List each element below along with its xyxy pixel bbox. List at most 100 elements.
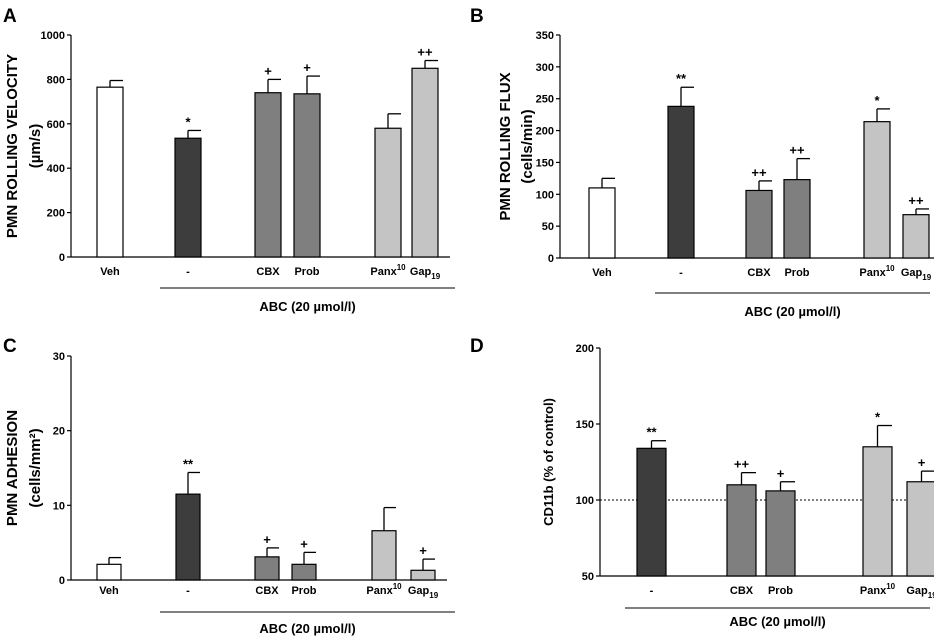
y-tick-label: 0	[59, 252, 65, 264]
group-label: ABC (20 µmol/l)	[259, 299, 355, 314]
significance-marker: ++	[751, 165, 767, 180]
bar-panx10	[863, 121, 891, 259]
y-tick-label: 150	[576, 419, 594, 431]
category-label: Prob	[768, 585, 793, 597]
category-label: -	[186, 585, 190, 597]
category-label: Panx10	[366, 582, 402, 597]
y-axis-label: PMN ROLLING FLUX	[497, 72, 514, 220]
significance-marker: +	[303, 60, 311, 75]
bar-panx10	[371, 530, 397, 581]
bar-prob	[293, 93, 321, 258]
significance-marker: +	[264, 63, 272, 78]
category-label: CBX	[255, 585, 279, 597]
y-tick-label: 10	[53, 500, 65, 512]
category-label: Gap19	[906, 585, 934, 600]
significance-marker: +	[419, 543, 427, 558]
significance-marker: **	[183, 456, 194, 471]
y-axis-label: CD11b (% of control)	[541, 398, 556, 526]
y-tick-label: 200	[47, 208, 65, 220]
category-label: Prob	[784, 267, 809, 279]
y-axis-label: PMN ADHESION	[4, 410, 21, 526]
panel-b: B PMN ROLLING FLUX (cells/min) 0 50 100 150 200…	[470, 6, 934, 319]
category-label: Panx10	[859, 264, 895, 279]
bar-cbx	[254, 556, 280, 581]
significance-marker: +	[777, 466, 785, 481]
category-label: Veh	[592, 267, 612, 279]
significance-marker: +	[300, 536, 308, 551]
panel-letter: C	[3, 336, 17, 357]
category-label: -	[679, 267, 683, 279]
y-tick-label: 30	[53, 351, 65, 363]
category-label: Gap19	[410, 266, 441, 281]
y-axis-unit: (cells/min)	[519, 109, 536, 183]
group-label: ABC (20 µmol/l)	[744, 304, 840, 319]
y-tick-label: 200	[576, 343, 594, 355]
y-tick-label: 400	[47, 163, 65, 175]
significance-marker: *	[875, 410, 881, 425]
bar-gap19	[906, 481, 934, 577]
bar-cbx	[726, 484, 757, 577]
bar-panx10	[374, 127, 402, 258]
panel-a: A PMN ROLLING VELOCITY (µm/s) 0 200 400 600 800…	[3, 6, 455, 314]
y-tick-label: 0	[548, 253, 554, 265]
significance-marker: *	[185, 114, 191, 129]
y-tick-label: 20	[53, 426, 65, 438]
significance-marker: ++	[908, 193, 924, 208]
panel-letter: D	[470, 336, 484, 357]
y-axis-label: PMN ROLLING VELOCITY	[4, 54, 21, 238]
category-label: CBX	[747, 267, 771, 279]
category-label: CBX	[730, 585, 754, 597]
y-tick-label: 50	[582, 571, 594, 583]
significance-marker: ++	[789, 143, 805, 158]
significance-marker: *	[874, 93, 880, 108]
y-tick-label: 350	[536, 30, 554, 42]
significance-marker: **	[646, 425, 657, 440]
y-tick-label: 50	[542, 221, 554, 233]
panel-c: C PMN ADHESION (cells/mm²) 0 10 20 30 Veh ** - + CB…	[3, 336, 455, 636]
bar-prob	[291, 563, 317, 581]
category-label: Veh	[100, 266, 120, 278]
bar-prob	[765, 490, 796, 577]
y-tick-label: 100	[576, 495, 594, 507]
category-label: Panx10	[370, 263, 406, 278]
group-label: ABC (20 µmol/l)	[259, 621, 355, 636]
bar-veh	[96, 86, 124, 258]
category-label: Prob	[294, 266, 319, 278]
category-label: CBX	[256, 266, 280, 278]
bar-abc	[636, 447, 667, 577]
category-label: Gap19	[901, 267, 932, 282]
y-axis-unit: (µm/s)	[27, 124, 44, 168]
significance-marker: ++	[417, 45, 433, 60]
significance-marker: +	[918, 455, 926, 470]
group-label: ABC (20 µmol/l)	[729, 614, 825, 629]
y-tick-label: 300	[536, 62, 554, 74]
y-tick-label: 1000	[41, 30, 65, 42]
category-label: Gap19	[408, 585, 439, 600]
y-tick-label: 150	[536, 157, 554, 169]
bar-cbx	[745, 189, 773, 259]
bar-panx10	[862, 446, 893, 577]
y-tick-label: 200	[536, 126, 554, 138]
y-tick-label: 600	[47, 119, 65, 131]
category-label: Prob	[291, 585, 316, 597]
bar-abc	[174, 137, 202, 258]
significance-marker: ++	[734, 457, 750, 472]
bar-abc	[667, 105, 695, 259]
bar-cbx	[254, 92, 282, 258]
bar-gap19	[902, 214, 930, 259]
y-tick-label: 800	[47, 74, 65, 86]
significance-marker: **	[676, 71, 687, 86]
panel-letter: A	[3, 6, 17, 27]
category-label: -	[650, 585, 654, 597]
y-tick-label: 250	[536, 94, 554, 106]
category-label: Panx10	[860, 582, 896, 597]
category-label: Veh	[99, 585, 119, 597]
bar-gap19	[410, 569, 436, 581]
bar-veh	[96, 563, 122, 581]
bar-prob	[783, 179, 811, 259]
y-axis-unit: (cells/mm²)	[27, 428, 44, 507]
category-label: -	[186, 266, 190, 278]
bar-veh	[588, 187, 616, 259]
